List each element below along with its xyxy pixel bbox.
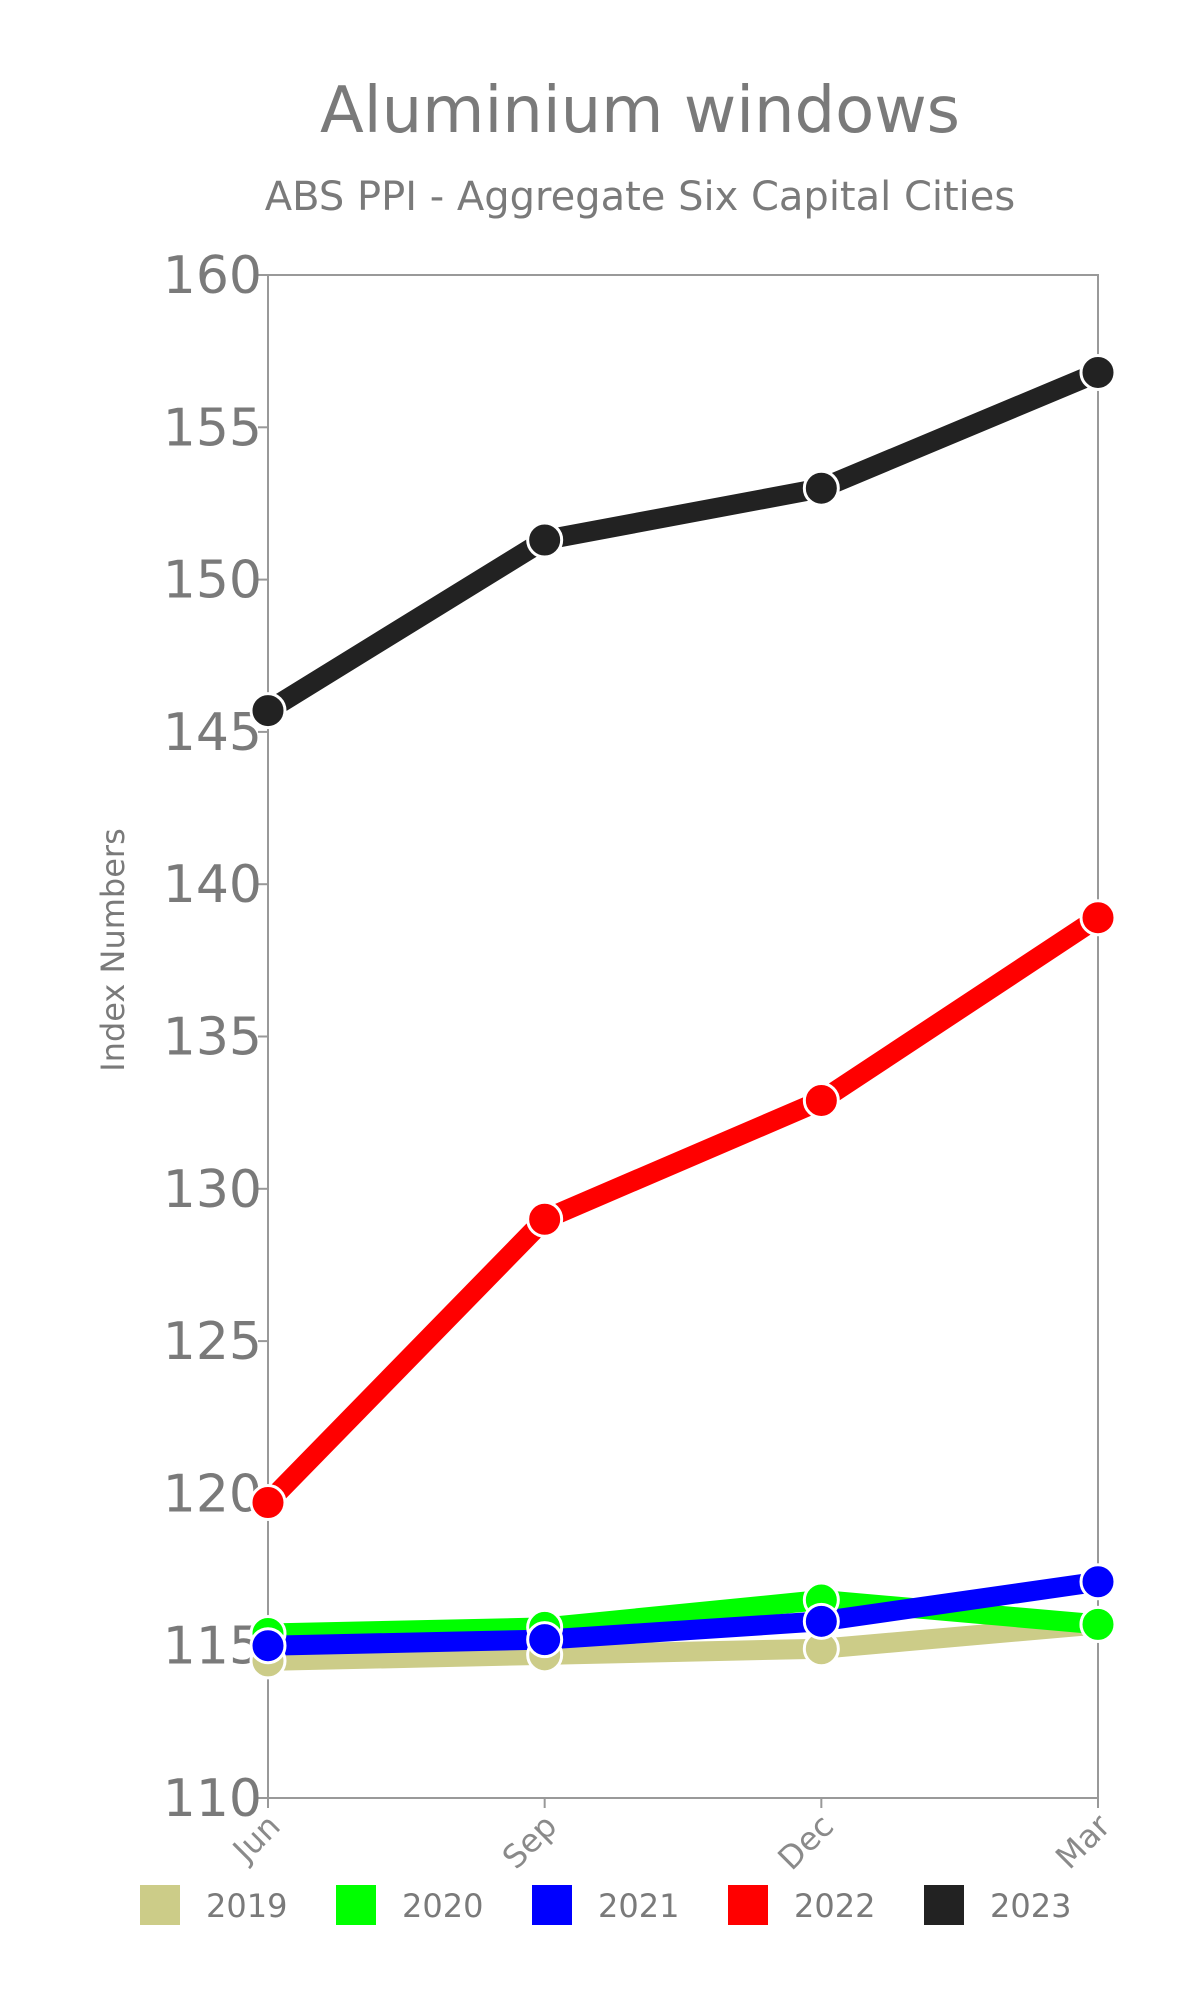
legend-swatch-2021 [532,1885,572,1925]
x-axis: Jun Sep Dec Mar [224,1798,1118,1877]
data-point-2021 [249,1627,287,1665]
legend-label-2019: 2019 [206,1887,287,1925]
legend-swatch-2019 [140,1885,180,1925]
data-point-2021 [526,1621,564,1659]
y-tick-label: 130 [163,1160,262,1220]
chart-title: Aluminium windows [320,74,960,148]
data-point-2022 [526,1200,564,1238]
y-tick-label: 125 [163,1312,262,1372]
y-tick-label: 150 [163,551,262,611]
series-lines [258,362,1108,1671]
x-tick-label: Dec [770,1807,841,1878]
y-tick-label: 155 [163,398,262,458]
chart-subtitle: ABS PPI - Aggregate Six Capital Cities [265,174,1016,220]
y-tick-label: 160 [163,246,262,306]
y-tick-label: 120 [163,1464,262,1524]
data-point-2021 [1079,1563,1117,1601]
x-tick-label: Sep [495,1807,565,1877]
y-tick-label: 140 [163,855,262,915]
data-point-2021 [802,1602,840,1640]
data-point-2020 [1079,1605,1117,1643]
legend-swatch-2022 [728,1885,768,1925]
legend: 2019 2020 2021 2022 2023 [140,1885,1071,1925]
data-point-2022 [1079,899,1117,937]
legend-swatch-2020 [336,1885,376,1925]
legend-label-2021: 2021 [598,1887,679,1925]
y-tick-label: 145 [163,703,262,763]
data-point-2023 [249,692,287,730]
y-tick-label: 135 [163,1008,262,1068]
data-point-2022 [802,1081,840,1119]
plot-frame [267,274,1099,1799]
legend-swatch-2023 [924,1885,964,1925]
series-points [249,353,1117,1680]
data-point-2023 [526,521,564,559]
data-point-2023 [1079,353,1117,391]
x-tick-label: Mar [1048,1806,1118,1876]
legend-label-2020: 2020 [402,1887,483,1925]
y-tick-label: 115 [163,1617,262,1677]
series-line-2019 [258,1614,1108,1671]
series-line-2023 [258,362,1108,721]
data-point-2022 [249,1484,287,1522]
legend-label-2023: 2023 [990,1887,1071,1925]
y-axis: 110 115 120 125 130 135 140 145 150 155 160 [163,246,268,1829]
series-line-2021 [258,1571,1108,1656]
y-axis-label: Index Numbers [94,828,132,1071]
y-tick-label: 110 [163,1769,262,1829]
legend-label-2022: 2022 [794,1887,875,1925]
data-point-2023 [802,469,840,507]
series-line-2020 [258,1590,1108,1644]
series-line-2022 [258,907,1108,1513]
